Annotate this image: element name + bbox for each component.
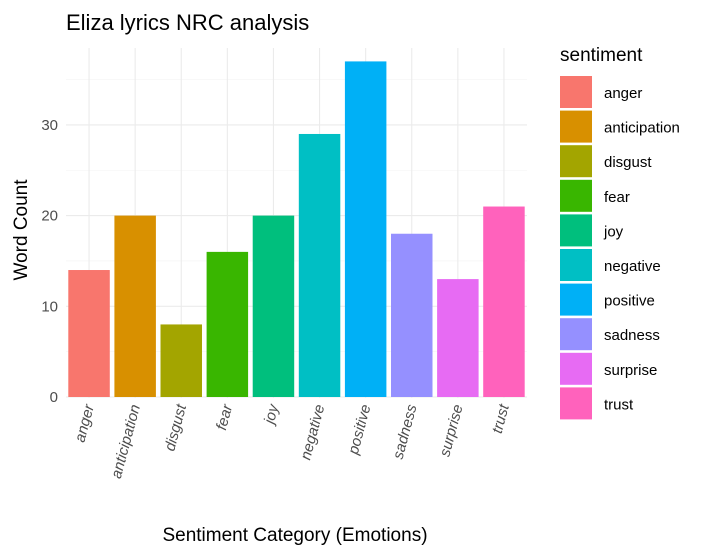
bar-fear bbox=[206, 251, 249, 397]
legend-label: anticipation bbox=[604, 120, 680, 137]
legend-label: negative bbox=[604, 258, 661, 275]
legend-swatch bbox=[560, 283, 592, 316]
legend-swatch bbox=[560, 110, 592, 143]
bar-positive bbox=[344, 61, 387, 397]
bars bbox=[68, 61, 525, 397]
x-tick-label: negative bbox=[297, 403, 328, 462]
x-tick-label: joy bbox=[260, 401, 282, 427]
legend-swatch bbox=[560, 214, 592, 247]
y-tick-label: 10 bbox=[41, 298, 58, 315]
legend-items: anger anticipation disgust fear joy negative p… bbox=[560, 76, 680, 420]
legend-swatch bbox=[560, 352, 592, 385]
y-tick-label: 30 bbox=[41, 117, 58, 134]
y-tick-label: 20 bbox=[41, 208, 58, 225]
legend-label: sadness bbox=[604, 327, 660, 344]
legend-label: disgust bbox=[604, 154, 652, 171]
legend-swatch bbox=[560, 145, 592, 178]
x-tick-label: trust bbox=[489, 402, 513, 435]
legend-item-anger: anger bbox=[560, 76, 642, 108]
bar-anger bbox=[68, 270, 110, 397]
legend-label: trust bbox=[604, 396, 634, 413]
legend-item-fear: fear bbox=[560, 179, 630, 212]
legend-swatch bbox=[560, 387, 592, 420]
x-tick-label: disgust bbox=[161, 402, 190, 453]
y-tick-label: 0 bbox=[50, 389, 58, 406]
x-tick-label: anticipation bbox=[108, 403, 144, 481]
legend-swatch bbox=[560, 318, 592, 351]
legend-item-disgust: disgust bbox=[560, 145, 652, 178]
legend-label: surprise bbox=[604, 362, 657, 379]
x-tick-label: fear bbox=[213, 402, 236, 432]
legend-item-surprise: surprise bbox=[560, 352, 657, 385]
legend-swatch bbox=[560, 76, 592, 108]
bar-trust bbox=[483, 206, 525, 397]
x-tick-label: sadness bbox=[390, 402, 421, 461]
bar-joy bbox=[252, 215, 295, 397]
y-axis-title: Word Count bbox=[11, 179, 32, 281]
x-axis-title: Sentiment Category (Emotions) bbox=[162, 525, 427, 546]
bar-negative bbox=[298, 133, 341, 397]
legend: sentiment anger anticipation disgust fear jo… bbox=[560, 45, 680, 420]
bar-sadness bbox=[391, 233, 433, 397]
x-tick-label: anger bbox=[72, 402, 99, 444]
legend-label: anger bbox=[604, 85, 642, 102]
legend-label: joy bbox=[603, 223, 624, 240]
chart-title: Eliza lyrics NRC analysis bbox=[66, 10, 309, 35]
legend-item-positive: positive bbox=[560, 283, 655, 316]
legend-swatch bbox=[560, 249, 592, 281]
legend-item-sadness: sadness bbox=[560, 318, 660, 351]
bar-anticipation bbox=[114, 215, 156, 397]
legend-title: sentiment bbox=[560, 45, 643, 66]
x-axis-ticks: anger anticipation disgust fear joy negative p… bbox=[72, 401, 513, 480]
legend-item-anticipation: anticipation bbox=[560, 110, 680, 143]
bar-disgust bbox=[160, 324, 202, 397]
x-tick-label: surprise bbox=[436, 403, 466, 459]
legend-item-joy: joy bbox=[560, 214, 624, 247]
legend-swatch bbox=[560, 179, 592, 212]
bar-surprise bbox=[437, 279, 479, 397]
legend-item-trust: trust bbox=[560, 387, 634, 420]
legend-item-negative: negative bbox=[560, 249, 661, 281]
x-tick-label: positive bbox=[345, 403, 375, 457]
legend-label: positive bbox=[604, 293, 655, 310]
y-axis-ticks: 0 10 20 30 bbox=[41, 117, 58, 406]
legend-label: fear bbox=[604, 189, 630, 206]
